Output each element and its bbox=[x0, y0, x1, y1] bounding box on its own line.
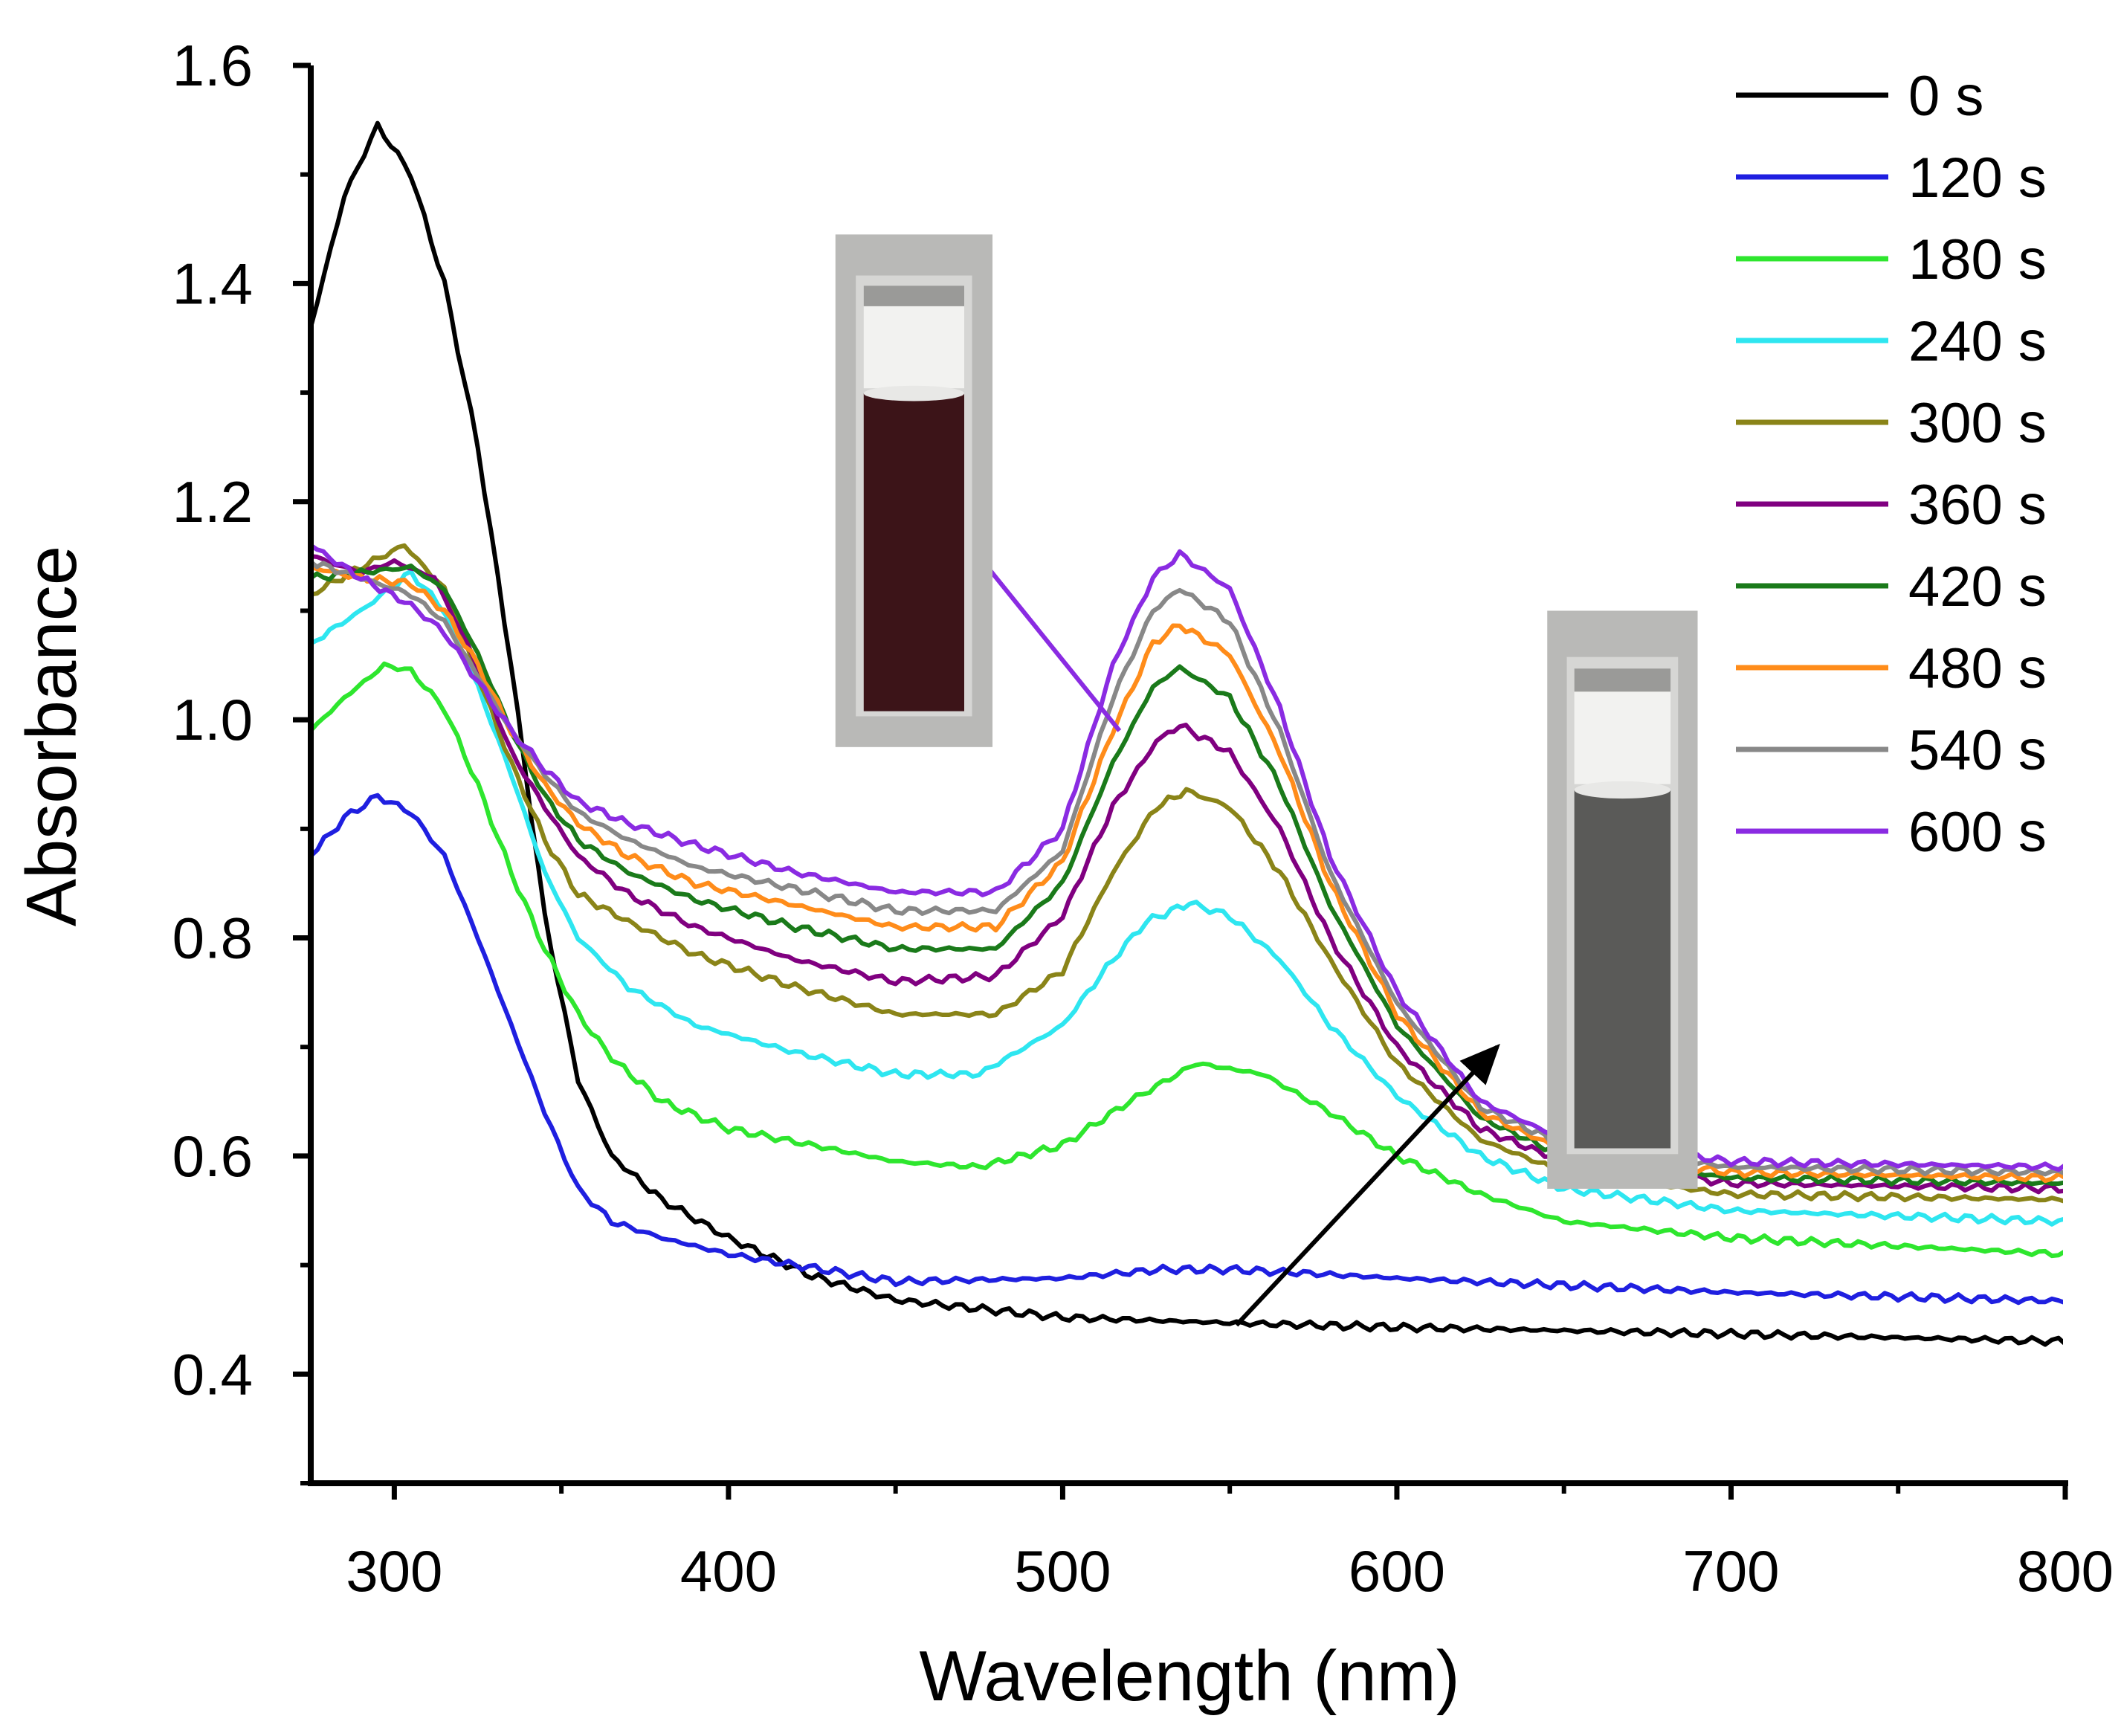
y-tick-label: 1.4 bbox=[172, 251, 253, 316]
legend-label: 0 s bbox=[1908, 65, 1983, 128]
legend-label: 120 s bbox=[1908, 146, 2047, 210]
x-tick-label: 600 bbox=[1349, 1538, 1445, 1604]
black-arrow bbox=[1234, 1043, 1500, 1327]
series-line-0-s bbox=[309, 120, 2063, 1347]
legend-item-180-s: 180 s bbox=[1736, 228, 2047, 291]
series-line-420-s bbox=[309, 564, 2063, 1187]
series-line-300-s bbox=[310, 543, 2063, 1204]
legend-label: 300 s bbox=[1908, 392, 2047, 455]
legend-item-420-s: 420 s bbox=[1736, 555, 2047, 619]
grey-cuvette-cap-rim bbox=[1574, 668, 1671, 692]
legend-item-600-s: 600 s bbox=[1736, 801, 2047, 864]
series-line-240-s bbox=[309, 569, 2063, 1227]
grey-cuvette-photo bbox=[1547, 610, 1698, 1189]
legend-label: 180 s bbox=[1908, 228, 2047, 291]
y-tick-label: 1.0 bbox=[172, 687, 253, 752]
legend-label: 420 s bbox=[1908, 555, 2047, 619]
series-line-480-s bbox=[310, 564, 2063, 1184]
grey-cuvette-liquid bbox=[1574, 790, 1671, 1149]
dark-red-cuvette-meniscus bbox=[863, 385, 964, 401]
y-tick-label: 0.4 bbox=[172, 1341, 253, 1407]
series-lines bbox=[309, 120, 2063, 1347]
legend-label: 240 s bbox=[1908, 310, 2047, 373]
series-line-540-s bbox=[309, 560, 2063, 1177]
x-tick-label: 700 bbox=[1682, 1538, 1779, 1604]
series-line-120-s bbox=[309, 793, 2063, 1306]
series-line-360-s bbox=[310, 554, 2063, 1195]
y-tick-label: 1.2 bbox=[172, 469, 253, 535]
legend-item-120-s: 120 s bbox=[1736, 146, 2047, 210]
legend-item-300-s: 300 s bbox=[1736, 392, 2047, 455]
y-tick-label: 1.6 bbox=[172, 33, 253, 98]
legend-label: 540 s bbox=[1908, 719, 2047, 782]
grey-cuvette-meniscus bbox=[1574, 781, 1671, 799]
y-tick-label: 0.6 bbox=[172, 1123, 253, 1189]
x-tick-label: 500 bbox=[1014, 1538, 1111, 1604]
legend-item-360-s: 360 s bbox=[1736, 474, 2047, 537]
legend-label: 360 s bbox=[1908, 474, 2047, 537]
y-axis-title: Absorbance bbox=[12, 546, 91, 926]
series-line-600-s bbox=[309, 543, 2063, 1172]
legend-item-540-s: 540 s bbox=[1736, 719, 2047, 782]
y-tick-label: 0.8 bbox=[172, 906, 253, 971]
series-line-180-s bbox=[309, 661, 2063, 1259]
legend-label: 600 s bbox=[1908, 801, 2047, 864]
dark-red-cuvette-liquid bbox=[863, 393, 964, 711]
dark-red-cuvette-photo bbox=[835, 234, 993, 747]
x-tick-label: 300 bbox=[346, 1538, 442, 1604]
x-tick-label: 400 bbox=[680, 1538, 777, 1604]
legend-item-240-s: 240 s bbox=[1736, 310, 2047, 373]
inset-photos bbox=[835, 234, 1698, 1189]
ticks: 300 400 500 600 700 800 0.4 0.6 0.8 1.0 1.2 1.4 1.6 bbox=[172, 33, 2114, 1604]
annotations bbox=[949, 520, 1500, 1327]
legend-item-0-s: 0 s bbox=[1736, 65, 1983, 128]
axes bbox=[308, 65, 2068, 1486]
legend-item-480-s: 480 s bbox=[1736, 637, 2047, 700]
legend: 0 s 120 s 180 s 240 s 300 s 360 s 420 s 480 s 54… bbox=[1736, 65, 2047, 864]
x-axis-title: Wavelength (nm) bbox=[919, 1636, 1459, 1716]
x-tick-label: 800 bbox=[2017, 1538, 2114, 1604]
dark-red-cuvette-cap-rim bbox=[863, 285, 964, 306]
legend-label: 480 s bbox=[1908, 637, 2047, 700]
